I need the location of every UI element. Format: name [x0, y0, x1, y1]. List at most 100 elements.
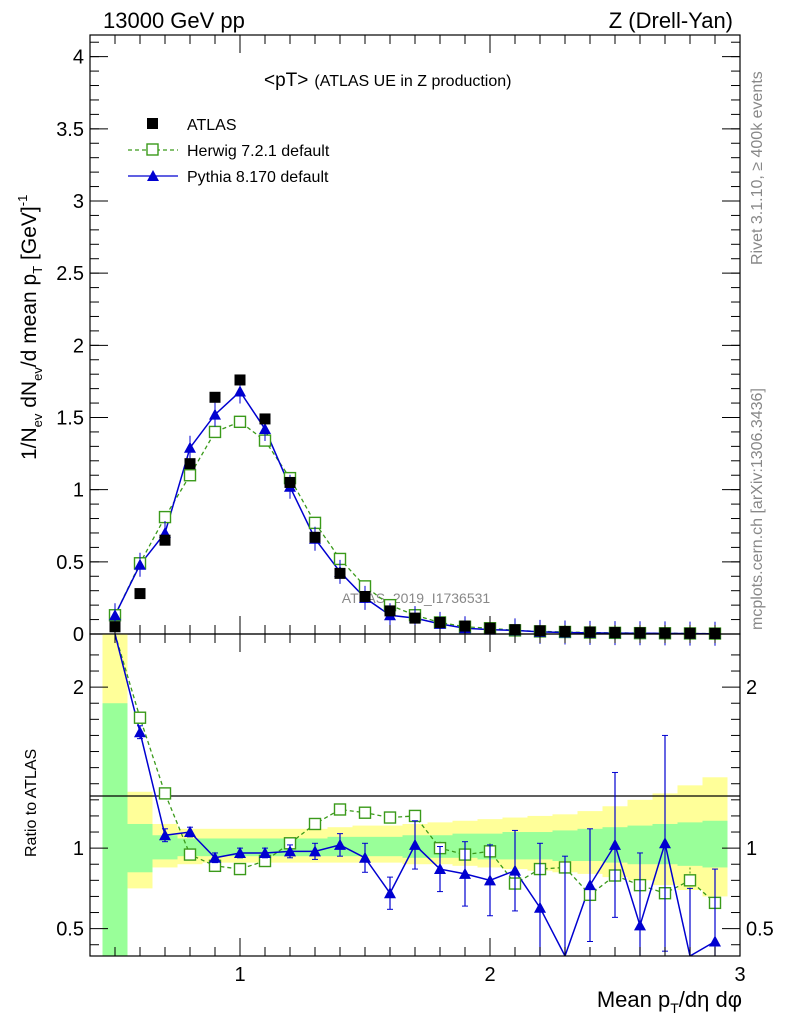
ratio-ytick-label-right: 1 — [746, 838, 757, 860]
ratio-pythia-point — [159, 829, 171, 841]
ratio-pythia-point — [484, 874, 496, 886]
ratio-herwig-point — [408, 809, 422, 823]
ratio-herwig-point — [383, 811, 397, 824]
ratio-pythia-point — [384, 887, 396, 899]
main-pythia-point — [184, 441, 196, 453]
ratio-pythia-point — [509, 864, 521, 876]
ratio-pythia-point — [259, 846, 271, 858]
main-pythia-point — [134, 558, 146, 570]
main-pythia-point — [209, 408, 221, 420]
ratio-band-green — [377, 836, 403, 857]
ratio-pythia-point — [659, 837, 671, 849]
ratio-y-label: Ratio to ATLAS — [23, 749, 40, 857]
main-ytick-label: 2.5 — [56, 263, 84, 285]
ylabel-g: [GeV] — [18, 206, 41, 266]
main-herwig-point — [308, 516, 322, 530]
ratio-pythia-point — [234, 846, 246, 858]
main-pythia-point — [259, 423, 271, 435]
ratio-lines — [114, 634, 716, 956]
mcplots-label: mcplots.cern.ch [arXiv:1306.3436] — [749, 388, 766, 630]
ratio-ytick-label: 0.5 — [56, 919, 84, 941]
main-atlas-point — [409, 612, 421, 624]
main-atlas-point — [359, 590, 371, 602]
analysis-watermark: ATLAS_2019_I1736531 — [342, 590, 491, 606]
ylabel-f: T — [30, 266, 45, 274]
main-herwig-point — [233, 415, 247, 429]
xlabel-a: Mean p — [597, 987, 670, 1012]
ratio-pythia-point — [284, 845, 296, 857]
main-panel: ATLAS_2019_I1736531 0 0.5 1 1.5 2 2.5 3 3.5 4 <p… — [15, 34, 741, 646]
chart-title: <pT> (ATLAS UE in Z production) — [264, 70, 511, 91]
main-ytick-label: 0.5 — [56, 552, 84, 574]
main-ytick-label: 1.5 — [56, 407, 84, 429]
rivet-label: Rivet 3.1.10, ≥ 400k events — [749, 71, 766, 265]
ratio-xtick-label: 2 — [484, 964, 495, 986]
chart-subtitle: (ATLAS UE in Z production) — [314, 73, 511, 90]
legend: ATLAS Herwig 7.2.1 default Pythia 8.170 … — [128, 117, 330, 186]
ylabel-c: dN — [18, 381, 41, 414]
main-atlas-point — [284, 476, 296, 488]
main-ytick-label: 1 — [73, 480, 84, 502]
main-atlas-point — [384, 605, 396, 617]
ratio-marks — [133, 711, 722, 956]
main-ytick-label: 2 — [73, 335, 84, 357]
ratio-herwig-point — [358, 806, 372, 819]
ylabel-a: 1/N — [18, 427, 41, 460]
ratio-band-green — [702, 820, 728, 868]
ratio-band-green — [677, 822, 703, 866]
ratio-frame — [89, 633, 741, 957]
ratio-panel: 0.5 0.5 1 1 2 2 1 2 3 Ratio to ATLAS Mean pT/dη … — [23, 633, 774, 1016]
ratio-band-green — [102, 703, 128, 956]
ratio-herwig-point — [308, 817, 322, 831]
legend-herwig-marker — [146, 143, 159, 156]
main-ytick-label: 4 — [73, 47, 84, 69]
legend-atlas-marker — [147, 118, 158, 129]
ylabel-h: -1 — [15, 195, 30, 207]
ratio-herwig-point — [158, 787, 172, 800]
ratio-pythia-point — [134, 726, 146, 738]
main-atlas-point — [434, 616, 446, 628]
ratio-xtick-label: 1 — [234, 964, 245, 986]
ratio-herwig-point — [183, 848, 197, 861]
main-pythia-point — [234, 385, 246, 397]
main-atlas-point — [309, 531, 321, 543]
ratio-ytick-label-right: 0.5 — [746, 919, 774, 941]
main-ytick-label: 3 — [73, 191, 84, 213]
ratio-pythia-point — [184, 826, 196, 838]
ratio-pythia-point — [309, 845, 321, 857]
ratio-pythia-point — [434, 863, 446, 875]
ratio-pythia-point — [359, 851, 371, 863]
ratio-pythia-point — [634, 919, 646, 931]
ratio-pythia-line — [114, 634, 716, 956]
main-atlas-point — [209, 391, 221, 403]
ratio-axes: 0.5 0.5 1 1 2 2 1 2 3 — [56, 634, 774, 986]
x-axis-label: Mean pT/dη dφ — [597, 987, 742, 1016]
ylabel-d: ev — [30, 367, 45, 381]
main-axes: 0 0.5 1 1.5 2 2.5 3 3.5 4 — [56, 35, 741, 646]
ratio-herwig-point — [683, 874, 697, 887]
ratio-ytick-label: 1 — [73, 838, 84, 860]
ratio-pythia-point — [584, 879, 596, 891]
ratio-herwig-point — [133, 711, 147, 724]
ratio-ytick-label: 2 — [73, 677, 84, 699]
ratio-pythia-point — [334, 838, 346, 850]
xlabel-b: T — [670, 1000, 679, 1016]
ylabel-e: /d mean p — [18, 274, 41, 367]
main-atlas-point — [134, 588, 146, 600]
main-atlas-point — [334, 567, 346, 579]
ratio-band-green — [127, 823, 153, 873]
legend-pythia-marker — [147, 170, 159, 181]
main-atlas-point — [259, 413, 271, 425]
ratio-xtick-label: 3 — [734, 964, 745, 986]
legend-pythia-label: Pythia 8.170 default — [187, 169, 329, 186]
main-herwig-point — [183, 469, 197, 482]
main-atlas-point — [184, 458, 196, 470]
ratio-pythia-point — [609, 838, 621, 850]
ratio-pythia-point — [409, 838, 421, 850]
ratio-herwig-point — [333, 803, 347, 816]
legend-atlas-label: ATLAS — [187, 117, 237, 134]
main-pythia-point — [109, 609, 121, 621]
main-atlas-point — [159, 534, 171, 546]
legend-herwig-label: Herwig 7.2.1 default — [187, 143, 330, 160]
ratio-pythia-point — [709, 935, 721, 947]
